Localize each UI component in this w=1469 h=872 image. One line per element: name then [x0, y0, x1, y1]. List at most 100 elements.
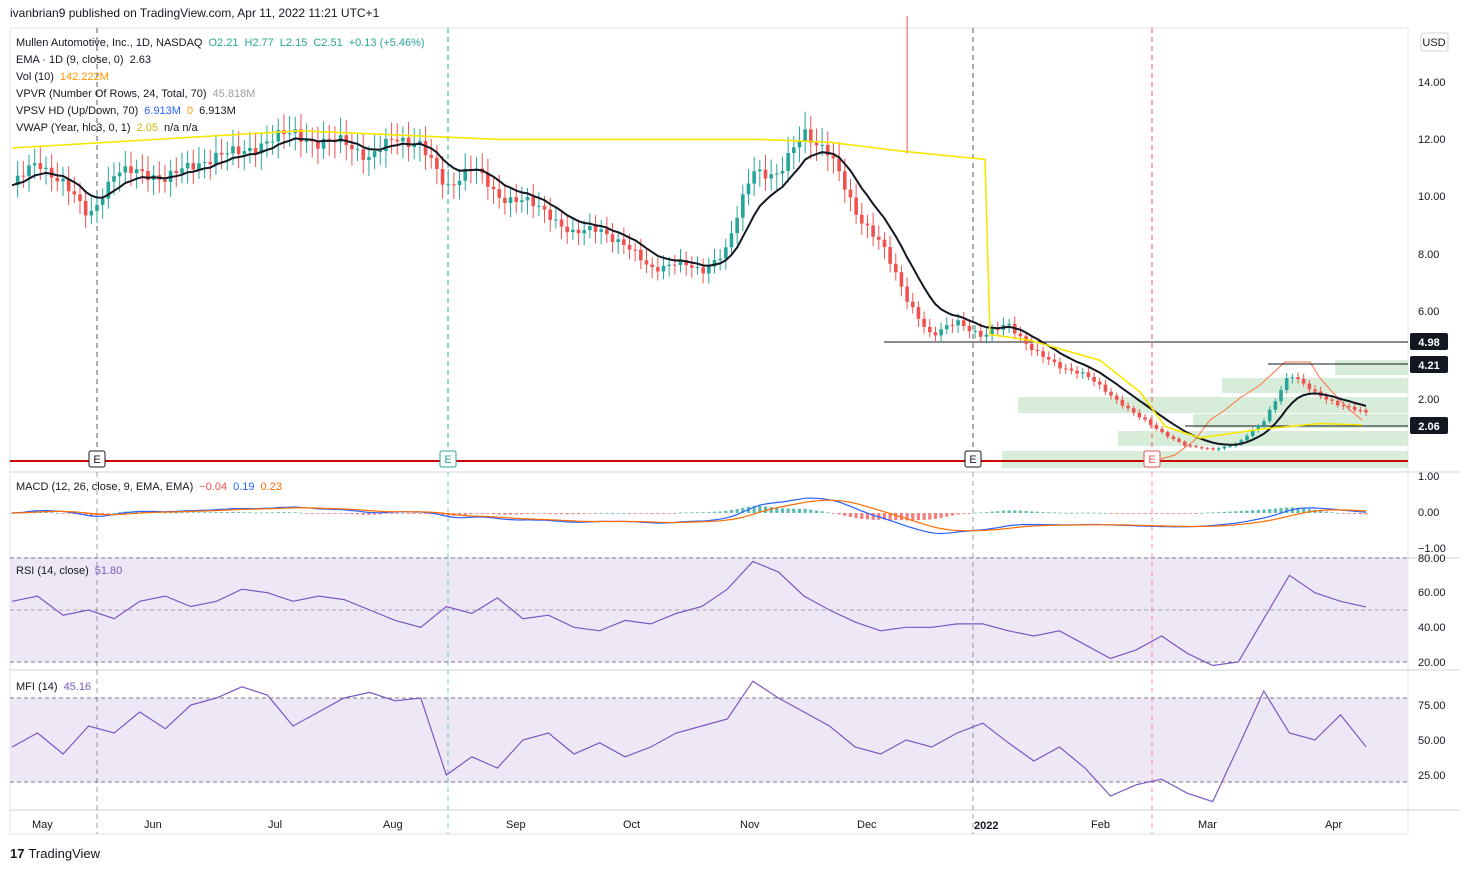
- currency-button[interactable]: [1420, 32, 1449, 52]
- candle-body: [792, 147, 796, 154]
- macd-bar: [559, 513, 564, 515]
- candle-body: [916, 307, 921, 319]
- macd-bar: [769, 507, 773, 513]
- macd-bar: [1245, 510, 1249, 513]
- macd-bar: [1194, 513, 1198, 514]
- candle-body: [72, 191, 77, 195]
- macd-bar: [384, 513, 388, 514]
- macd-bar: [826, 512, 830, 514]
- candle-body: [508, 197, 513, 203]
- candle-body: [236, 146, 241, 155]
- macd-bar: [355, 513, 360, 515]
- macd-bar: [542, 513, 547, 514]
- macd-bar: [678, 512, 683, 514]
- macd-bar: [820, 511, 824, 513]
- macd-bar: [950, 513, 955, 516]
- macd-bar: [1262, 509, 1266, 513]
- macd-bar: [367, 513, 371, 515]
- rsi-line: [11, 560, 1367, 667]
- macd-bar: [661, 513, 666, 514]
- candle-body: [871, 225, 875, 237]
- macd-bar: [310, 513, 314, 514]
- macd-bar: [401, 512, 405, 514]
- candle-body: [1080, 372, 1085, 374]
- macd-line: [11, 497, 1367, 535]
- candle-body: [854, 197, 858, 215]
- candle-body: [327, 138, 332, 140]
- macd-bar: [1103, 512, 1107, 514]
- macd-bar: [1160, 513, 1164, 514]
- macd-bar: [967, 513, 972, 514]
- price-badge: 4.98: [1410, 333, 1448, 350]
- macd-bar: [548, 513, 552, 514]
- rsi-tick: 80.00: [1418, 553, 1446, 565]
- macd-bar: [633, 513, 637, 514]
- macd-bar: [520, 513, 524, 515]
- candle-body: [599, 229, 603, 232]
- macd-bar: [344, 513, 348, 514]
- macd-bar: [860, 513, 864, 520]
- macd-bar: [203, 512, 207, 514]
- candle-body: [910, 301, 915, 308]
- macd-bar: [1296, 507, 1300, 513]
- time-tick: Sep: [506, 819, 526, 831]
- candle-body: [406, 137, 411, 147]
- macd-bar: [882, 513, 887, 520]
- time-tick: Aug: [383, 819, 403, 831]
- macd-bar: [469, 513, 473, 515]
- candle-body: [769, 174, 773, 179]
- macd-bar: [1239, 510, 1243, 513]
- earnings-mark: E: [964, 450, 982, 468]
- candle-body: [1273, 401, 1278, 410]
- svg-text:Vol (10)142.222M: Vol (10) 142.222M: [16, 71, 109, 83]
- macd-bar: [1018, 510, 1023, 513]
- macd-bar: [673, 513, 677, 514]
- legend-low: L2.15: [280, 37, 308, 49]
- candle-body: [384, 138, 388, 151]
- mfi-tick: 25.00: [1418, 770, 1446, 782]
- candle-body: [514, 197, 519, 202]
- ema-value: 2.63: [130, 54, 151, 66]
- macd-bar: [1115, 513, 1119, 514]
- candle-body: [440, 169, 445, 185]
- candle-body: [174, 170, 179, 174]
- tradingview-logo-icon: 17: [10, 846, 25, 861]
- macd-bar: [299, 512, 303, 514]
- macd-bar: [61, 513, 65, 514]
- candle-body: [859, 214, 864, 224]
- candle-body: [1160, 428, 1164, 433]
- legend-high: H2.77: [244, 37, 273, 49]
- candle-body: [656, 267, 660, 272]
- macd-bar: [571, 513, 575, 515]
- candle-body: [310, 140, 315, 142]
- vpsv-outline: [1149, 361, 1363, 463]
- macd-bar: [327, 513, 331, 514]
- candle-body: [225, 153, 230, 155]
- macd-bar: [939, 513, 943, 518]
- candle-body: [321, 138, 326, 149]
- macd-bar: [554, 513, 558, 514]
- footer-brand: TradingView: [28, 846, 101, 861]
- candle-body: [633, 249, 637, 251]
- candle-body: [378, 150, 383, 152]
- candle-body: [202, 162, 207, 164]
- macd-bar: [797, 508, 802, 513]
- candle-body: [1018, 333, 1023, 337]
- macd-bar: [254, 512, 258, 514]
- candle-body: [701, 267, 705, 274]
- candle-body: [1143, 417, 1147, 420]
- time-tick: Apr: [1325, 819, 1342, 831]
- macd-bar: [1273, 508, 1277, 513]
- candle-body: [525, 197, 530, 201]
- macd-bar: [423, 513, 428, 514]
- macd-bar: [486, 513, 490, 514]
- candle-body: [491, 186, 496, 190]
- candle-body: [1205, 448, 1210, 450]
- candle-body: [780, 170, 785, 174]
- vpvr-value: 45.818M: [213, 88, 256, 100]
- volume-profile: [1002, 360, 1408, 468]
- candle-body: [1109, 391, 1113, 396]
- candle-body: [219, 152, 224, 155]
- candle-body: [809, 129, 813, 143]
